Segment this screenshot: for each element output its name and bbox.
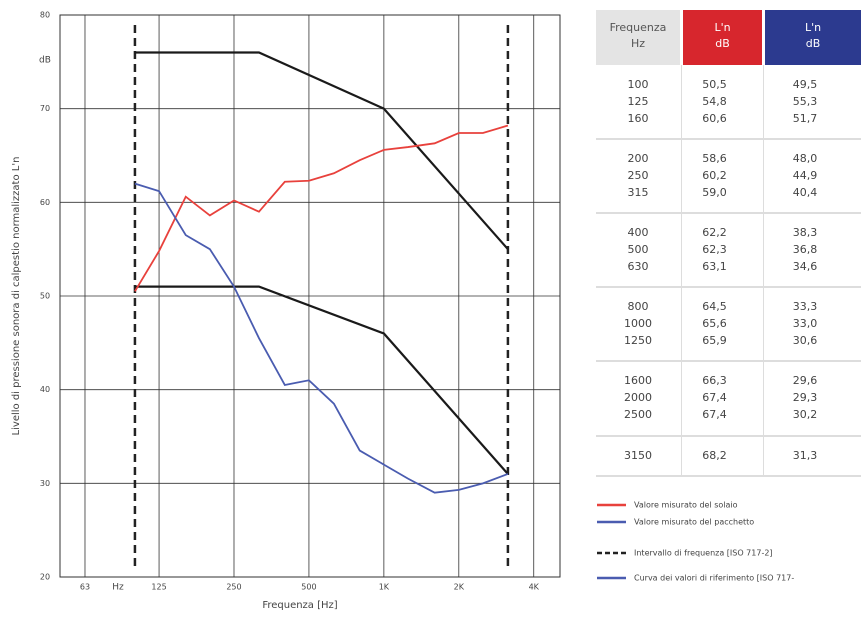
table-cell: 67,4 xyxy=(702,408,727,421)
table-cell: 33,0 xyxy=(793,317,818,330)
table-cell: 62,3 xyxy=(702,243,727,256)
y-tick-label: 80 xyxy=(40,11,50,20)
table-cell: 58,6 xyxy=(702,152,727,165)
table-header-text: Frequenza xyxy=(610,21,667,34)
table-cell: 3150 xyxy=(624,449,652,462)
table-cell: 1250 xyxy=(624,334,652,347)
table-cell: 54,8 xyxy=(702,95,727,108)
table-cell: 29,3 xyxy=(793,391,818,404)
table-cell: 55,3 xyxy=(793,95,818,108)
table-header-text: L'n xyxy=(805,21,821,34)
table-cell: 60,2 xyxy=(702,169,727,182)
x-tick-label: 63 xyxy=(80,583,90,592)
legend-label: Curva dei valori di riferimento [ISO 717… xyxy=(634,574,794,583)
x-axis-label: Frequenza [Hz] xyxy=(262,600,337,611)
x-tick-label: 250 xyxy=(226,583,241,592)
table-cell: 65,9 xyxy=(702,334,727,347)
table-cell: 38,3 xyxy=(793,226,818,239)
table-cell: 62,2 xyxy=(702,226,727,239)
table-cell: 315 xyxy=(628,186,649,199)
table-cell: 1000 xyxy=(624,317,652,330)
table-cell: 30,2 xyxy=(793,408,818,421)
table-cell: 400 xyxy=(628,226,649,239)
table-cell: 48,0 xyxy=(793,152,818,165)
table-cell: 59,0 xyxy=(702,186,727,199)
table-cell: 40,4 xyxy=(793,186,818,199)
table-cell: 31,3 xyxy=(793,449,818,462)
table-cell: 250 xyxy=(628,169,649,182)
y-tick-label: 40 xyxy=(40,385,50,394)
table-cell: 50,5 xyxy=(702,78,727,91)
legend-label: Valore misurato del solaio xyxy=(634,501,738,510)
y-tick-label: 50 xyxy=(40,292,50,301)
table-cell: 630 xyxy=(628,260,649,273)
table-cell: 51,7 xyxy=(793,112,818,125)
legend: Valore misurato del solaio Valore misurat… xyxy=(597,501,794,583)
x-tick-label: 4K xyxy=(529,583,540,592)
y-tick-label: 60 xyxy=(40,198,50,207)
table-cell: 65,6 xyxy=(702,317,727,330)
table-cell: 66,3 xyxy=(702,374,727,387)
table-header-text: dB xyxy=(806,37,821,50)
table-cell: 125 xyxy=(628,95,649,108)
x-tick-label: 125 xyxy=(151,583,166,592)
table-cell: 500 xyxy=(628,243,649,256)
table-cell: 29,6 xyxy=(793,374,818,387)
table-cell: 49,5 xyxy=(793,78,818,91)
table-cell: 44,9 xyxy=(793,169,818,182)
x-tick-label: 500 xyxy=(301,583,316,592)
x-tick-label: 1K xyxy=(379,583,390,592)
y-tick-label: 70 xyxy=(40,104,50,113)
table-cell: 100 xyxy=(628,78,649,91)
table-cell: 1600 xyxy=(624,374,652,387)
y-unit: dB xyxy=(39,56,51,66)
table-cell: 30,6 xyxy=(793,334,818,347)
table-cell: 200 xyxy=(628,152,649,165)
table-header-text: Hz xyxy=(631,37,645,50)
table-cell: 36,8 xyxy=(793,243,818,256)
legend-label: Valore misurato del pacchetto xyxy=(634,518,754,527)
table-cell: 34,6 xyxy=(793,260,818,273)
y-axis-label: Livello di pressione sonora di calpestio… xyxy=(11,157,22,436)
table-cell: 64,5 xyxy=(702,300,727,313)
table-cell: 33,3 xyxy=(793,300,818,313)
table-header-text: L'n xyxy=(714,21,730,34)
legend-label: Intervallo di frequenza [ISO 717-2] xyxy=(634,549,773,558)
table-cell: 2500 xyxy=(624,408,652,421)
table-cell: 160 xyxy=(628,112,649,125)
table-cell: 68,2 xyxy=(702,449,727,462)
table-cell: 60,6 xyxy=(702,112,727,125)
x-tick-label: 2K xyxy=(454,583,465,592)
y-tick-label: 30 xyxy=(40,479,50,488)
table-header-text: dB xyxy=(715,37,730,50)
table-cell: 63,1 xyxy=(702,260,727,273)
x-unit: Hz xyxy=(112,583,124,593)
table-cell: 800 xyxy=(628,300,649,313)
table-cell: 2000 xyxy=(624,391,652,404)
y-tick-label: 20 xyxy=(40,573,50,582)
page: Frequenza [Hz] Livello di pressione sono… xyxy=(0,0,861,616)
table-cell: 67,4 xyxy=(702,391,727,404)
